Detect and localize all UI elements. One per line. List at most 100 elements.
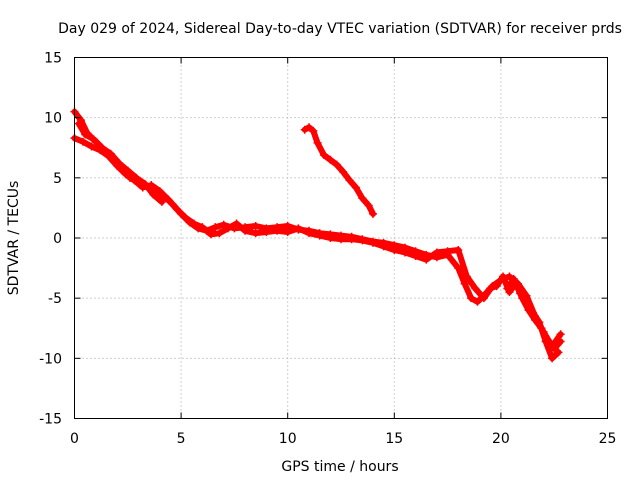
data-point [309, 126, 318, 135]
data-point [400, 248, 409, 257]
data-point [411, 252, 420, 261]
data-point [358, 194, 367, 203]
data-point [471, 284, 480, 293]
y-tick-label: 10 [44, 111, 62, 127]
data-point [313, 138, 322, 147]
data-point [140, 179, 149, 188]
data-point [326, 234, 335, 242]
data-point [460, 279, 469, 288]
data-point [379, 242, 388, 251]
x-tick-label: 25 [599, 431, 617, 447]
data-point [509, 274, 518, 283]
data-point [164, 195, 173, 204]
data-point [149, 190, 158, 199]
data-point [503, 284, 512, 293]
data-point [251, 221, 260, 230]
data-point [454, 264, 463, 273]
data-point [106, 149, 115, 158]
data-point [479, 294, 488, 303]
data-point [358, 236, 367, 245]
data-point [224, 224, 233, 233]
data-point [305, 123, 314, 132]
y-tick-label: 0 [53, 231, 62, 247]
y-tick-label: 5 [53, 171, 62, 187]
data-point [473, 297, 482, 306]
data-point [554, 348, 563, 357]
plot-frame [74, 57, 608, 419]
data-point [488, 282, 497, 291]
data-point [528, 308, 537, 317]
data-point [462, 272, 471, 281]
data-point [79, 137, 88, 146]
data-point [368, 238, 377, 247]
data-point [516, 289, 525, 298]
data-point [211, 223, 220, 232]
data-point [262, 227, 271, 236]
data-point [541, 337, 550, 346]
data-point [87, 142, 96, 151]
chart-title: Day 029 of 2024, Sidereal Day-to-day VTE… [58, 21, 622, 37]
data-point [132, 173, 141, 182]
data-point [467, 294, 476, 303]
x-tick-label: 0 [70, 431, 79, 447]
data-point [206, 230, 215, 239]
data-point [294, 224, 303, 233]
data-point [548, 354, 557, 363]
data-point [522, 298, 531, 307]
data-point [432, 248, 441, 257]
series-track-c [74, 119, 166, 206]
data-point [496, 276, 505, 285]
data-point [155, 187, 164, 196]
x-tick-label: 20 [492, 431, 510, 447]
data-point [198, 223, 207, 232]
data-point [181, 213, 190, 222]
data-point [98, 143, 107, 152]
x-tick-label: 15 [385, 431, 403, 447]
data-point [454, 246, 463, 255]
data-point [351, 183, 360, 192]
data-point [283, 227, 292, 236]
data-point [345, 176, 354, 185]
data-point [332, 160, 341, 169]
data-point [337, 235, 345, 244]
data-point [339, 167, 348, 176]
data-point [390, 246, 399, 255]
y-tick-label: -15 [39, 412, 62, 428]
data-point [241, 226, 250, 235]
data-point [115, 159, 124, 168]
data-point [443, 247, 452, 256]
data-point [123, 166, 132, 175]
x-axis-label: GPS time / hours [281, 459, 398, 475]
axis-tick-labels: 0 5 10 15 20 25 -15 -10 -5 0 5 10 15 [39, 51, 616, 448]
y-axis-label: SDTVAR / TECUs [6, 181, 22, 296]
data-point [273, 226, 282, 235]
data-series [70, 107, 565, 363]
data-point [172, 205, 181, 214]
data-point [300, 125, 309, 134]
y-tick-label: -10 [39, 351, 62, 367]
data-point [215, 229, 224, 238]
data-point [305, 229, 314, 238]
data-point [319, 150, 328, 159]
data-point [157, 197, 166, 206]
y-tick-label: -5 [48, 291, 62, 307]
data-point [556, 330, 565, 339]
y-tick-label: 15 [44, 51, 62, 67]
series-line [71, 135, 564, 350]
data-point [189, 219, 198, 228]
data-point [89, 135, 98, 144]
data-point [315, 231, 324, 240]
x-tick-label: 5 [177, 431, 186, 447]
data-point [232, 219, 241, 228]
data-point [347, 235, 356, 244]
data-point [74, 119, 83, 128]
series-track-e [503, 274, 563, 363]
data-point [368, 209, 377, 218]
series-track-b [70, 134, 565, 351]
data-point [81, 130, 90, 139]
data-point [251, 229, 260, 238]
data-point [364, 201, 373, 210]
data-point [535, 318, 544, 327]
data-point [326, 155, 335, 164]
